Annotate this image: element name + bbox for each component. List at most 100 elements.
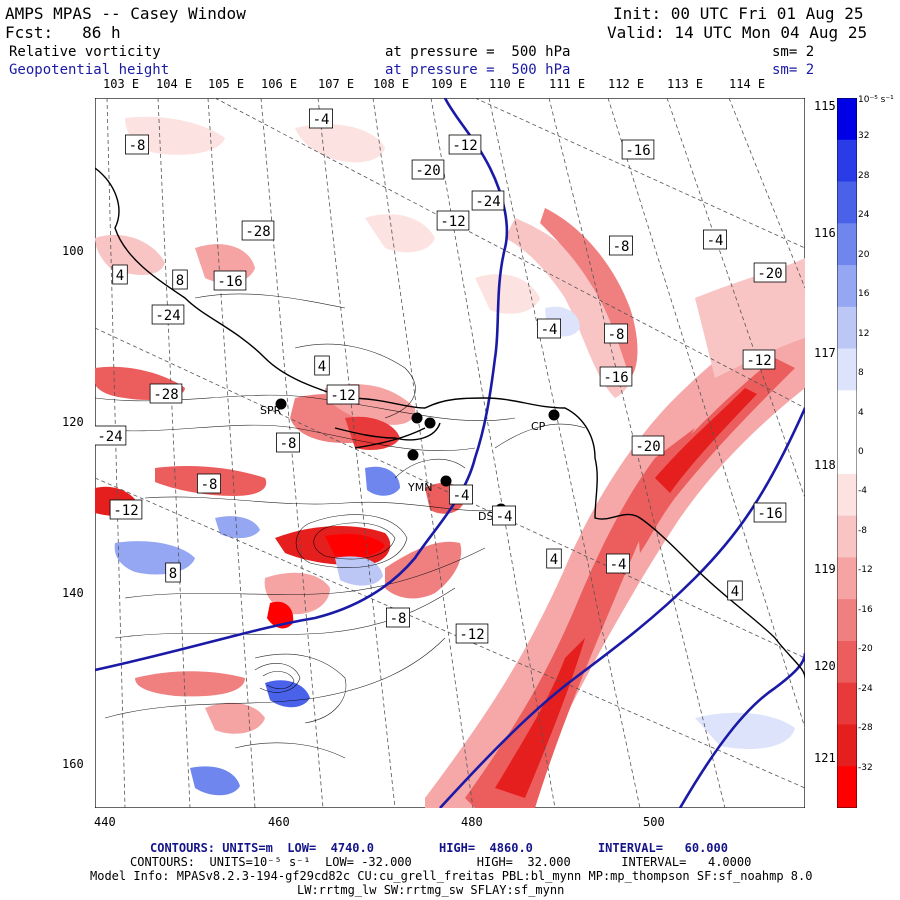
field1-smoothing: sm= 2 — [772, 44, 815, 60]
contour-label-box — [165, 562, 181, 583]
colorbar-label: -8 — [858, 525, 867, 536]
contour-label-box — [471, 190, 505, 211]
contour-label-box — [385, 607, 410, 628]
contour-label-box — [603, 323, 628, 344]
colorbar-label: 12 — [858, 328, 870, 339]
contour-label-box — [95, 425, 127, 446]
contour-value-label: -24 — [475, 194, 500, 210]
contour-value-label: -12 — [113, 503, 138, 519]
lon-label: 109 E — [431, 77, 468, 91]
contour-value-label: -8 — [613, 239, 630, 255]
valid-time: Valid: 14 UTC Mon 04 Aug 25 — [607, 23, 868, 42]
station-marker — [424, 417, 436, 429]
contour-value-labels: -4 -8 -12 -16 -20 -24 -28 -12 -8 -4 4 8 -16 -24 -20 -4 -… — [95, 108, 787, 644]
station-marker-ymn — [440, 475, 452, 487]
contour-label-box — [197, 473, 222, 494]
colorbar — [837, 98, 857, 808]
colorbar-label: -20 — [858, 644, 873, 655]
contour-label-box — [703, 229, 728, 250]
contour-value-label: 4 — [318, 359, 326, 375]
contour-label-box — [727, 580, 743, 601]
contour-label-box — [621, 139, 655, 160]
footer-contours-vorticity: CONTOURS: UNITS=10⁻⁵ s⁻¹ LOW= -32.000 HI… — [130, 855, 752, 869]
contour-label-box — [753, 502, 787, 523]
station-marker-cp — [548, 409, 560, 421]
colorbar-swatch — [837, 306, 857, 350]
contour-value-label: 4 — [116, 268, 124, 284]
field2-smoothing: sm= 2 — [772, 62, 815, 78]
lon-label: 113 E — [667, 77, 704, 91]
contour-value-label: -12 — [440, 214, 465, 230]
contour-value-label: 4 — [550, 552, 558, 568]
contour-label-box — [241, 220, 275, 241]
contour-value-label: -28 — [245, 224, 270, 240]
lon-label: 103 E — [103, 77, 140, 91]
contour-label-box — [448, 484, 473, 505]
station-label: DS — [478, 510, 493, 523]
contour-value-label: -4 — [313, 112, 330, 128]
coastline — [95, 167, 805, 679]
contour-label-box — [742, 349, 776, 370]
contour-value-label: -20 — [757, 266, 782, 282]
colorbar-label: 4 — [858, 407, 864, 418]
colorbar-swatch — [837, 724, 857, 767]
vorticity-contours — [95, 293, 586, 759]
contour-label-box — [546, 548, 562, 569]
contour-value-label: -20 — [415, 163, 440, 179]
colorbar-label: -4 — [858, 486, 867, 497]
x-grid-label: 440 — [94, 815, 116, 829]
contour-value-label: -4 — [496, 509, 513, 525]
colorbar-label: 16 — [858, 289, 870, 300]
contour-value-label: -8 — [608, 327, 625, 343]
contour-label-box — [753, 262, 787, 283]
contour-value-label: -12 — [330, 388, 355, 404]
station-label: SPR — [260, 404, 282, 417]
colorbar-label: 8 — [858, 368, 864, 379]
forecast-hour: Fcst: 86 h — [5, 23, 121, 42]
contour-value-label: -4 — [453, 488, 470, 504]
colorbar-label: -32 — [858, 762, 873, 773]
contour-label-box — [609, 235, 634, 256]
contour-value-label: -24 — [97, 429, 122, 445]
lon-label: 107 E — [318, 77, 355, 91]
contour-label-box — [536, 318, 561, 339]
colorbar-label: 20 — [858, 249, 870, 260]
station-marker — [407, 449, 419, 461]
colorbar-swatch — [837, 181, 857, 224]
field2-name: Geopotential height — [9, 62, 170, 78]
lon-label: 106 E — [261, 77, 298, 91]
contour-value-label: -12 — [746, 353, 771, 369]
contour-label-box — [455, 623, 489, 644]
x-grid-label: 460 — [268, 815, 290, 829]
station-label: CP — [531, 420, 546, 433]
x-grid-label: 480 — [461, 815, 483, 829]
contour-value-label: 8 — [176, 273, 184, 289]
contour-label-box — [151, 304, 185, 325]
y-grid-label: 160 — [62, 757, 84, 771]
colorbar-swatch — [837, 265, 857, 308]
footer-contours-height: CONTOURS: UNITS=m LOW= 4740.0 HIGH= 4860… — [150, 841, 728, 855]
colorbar-swatch — [837, 766, 857, 808]
contour-label-box — [599, 366, 633, 387]
colorbar-label: -16 — [858, 604, 873, 615]
colorbar-swatch — [837, 223, 857, 266]
contour-value-label: -24 — [155, 308, 180, 324]
contour-label-box — [149, 383, 183, 404]
contour-value-label: -16 — [217, 274, 242, 290]
footer-model-schemes: LW:rrtmg_lw SW:rrtmg_sw SFLAY:sf_mynn — [297, 883, 565, 897]
colorbar-label: 32 — [858, 131, 870, 142]
colorbar-swatch — [837, 557, 857, 600]
colorbar-swatch — [837, 599, 857, 642]
field1-level: at pressure = 500 hPa — [385, 44, 571, 60]
contour-label-box — [605, 553, 630, 574]
contour-value-label: -4 — [707, 233, 724, 249]
lon-label: 105 E — [208, 77, 245, 91]
colorbar-unit: 10⁻⁵ s⁻¹ — [858, 95, 894, 105]
contour-label-box — [491, 505, 516, 526]
contour-label-box — [109, 499, 143, 520]
station-marker-spr — [275, 398, 287, 410]
y-grid-label: 120 — [62, 415, 84, 429]
vorticity-map: SPR CP DS YMN -4-8 -12 -16-20-24-28-12-8 -4… — [95, 98, 805, 808]
lon-label: 108 E — [373, 77, 410, 91]
colorbar-swatch — [837, 98, 857, 141]
